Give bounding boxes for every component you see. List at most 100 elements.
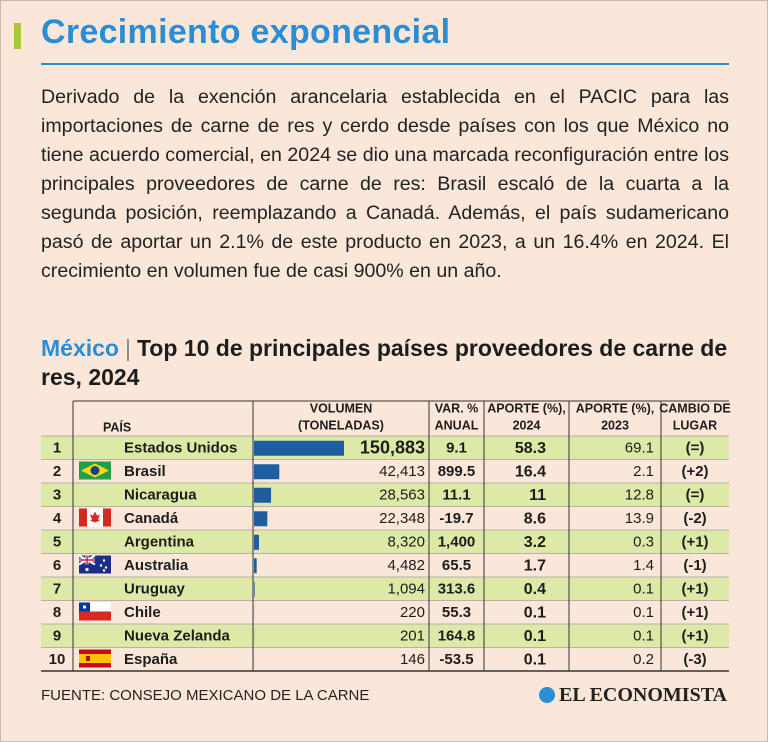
column-header: 2024 bbox=[513, 418, 541, 432]
share-2024: 11 bbox=[529, 487, 546, 504]
share-2024: 8.6 bbox=[524, 510, 546, 527]
rank: 9 bbox=[53, 628, 61, 645]
rank-change: (-2) bbox=[683, 510, 706, 527]
share-2023: 0.2 bbox=[633, 651, 654, 668]
subtitle-separator: | bbox=[124, 335, 131, 361]
rank: 5 bbox=[53, 534, 61, 551]
rank-change: (+1) bbox=[681, 534, 708, 551]
column-header: PAÍS bbox=[103, 419, 131, 434]
rank-change: (+1) bbox=[681, 581, 708, 598]
brand-icon bbox=[539, 687, 555, 703]
title: Crecimiento exponencial bbox=[41, 13, 451, 51]
share-2023: 0.3 bbox=[633, 534, 654, 551]
column-header: LUGAR bbox=[673, 418, 717, 432]
volume-bar bbox=[254, 511, 268, 527]
country: Nueva Zelanda bbox=[124, 628, 231, 645]
rank: 4 bbox=[53, 510, 62, 527]
volume-bar bbox=[254, 534, 259, 550]
share-2024: 0.1 bbox=[524, 651, 546, 668]
volume-bar bbox=[254, 440, 344, 456]
volume: 220 bbox=[400, 604, 425, 621]
subtitle-country: México bbox=[41, 335, 119, 361]
share-2024: 3.2 bbox=[524, 534, 546, 551]
row-band bbox=[41, 530, 729, 554]
volume: 22,348 bbox=[379, 510, 425, 527]
title-rule bbox=[41, 63, 729, 65]
annual-change: 164.8 bbox=[438, 628, 476, 645]
subtitle-text: Top 10 de principales países proveedores… bbox=[41, 335, 728, 390]
volume: 28,563 bbox=[379, 487, 425, 504]
column-header: 2023 bbox=[601, 418, 629, 432]
rank: 2 bbox=[53, 463, 61, 480]
annual-change: -53.5 bbox=[439, 651, 473, 668]
share-2023: 0.1 bbox=[633, 628, 654, 645]
flags bbox=[78, 461, 111, 668]
volume: 42,413 bbox=[379, 463, 425, 480]
country: Nicaragua bbox=[124, 487, 197, 504]
flag-australia bbox=[78, 554, 111, 574]
column-header: ANUAL bbox=[435, 418, 479, 432]
annual-change: 1,400 bbox=[438, 534, 476, 551]
share-2023: 1.4 bbox=[633, 557, 654, 574]
row-band bbox=[41, 577, 729, 601]
rank: 6 bbox=[53, 557, 61, 574]
volume: 150,883 bbox=[360, 438, 425, 458]
column-header: (TONELADAS) bbox=[298, 418, 384, 432]
brand: EL ECONOMISTA bbox=[539, 684, 727, 707]
rank-change: (-1) bbox=[683, 557, 706, 574]
volume-bar bbox=[254, 487, 272, 503]
rank-change: (=) bbox=[686, 440, 705, 457]
column-header: APORTE (%), bbox=[576, 401, 654, 415]
rank: 7 bbox=[53, 581, 61, 598]
column-header: CAMBIO DE bbox=[659, 401, 731, 415]
volume: 8,320 bbox=[387, 534, 425, 551]
country: Uruguay bbox=[124, 581, 186, 598]
share-2024: 16.4 bbox=[515, 463, 546, 480]
column-header: APORTE (%), bbox=[487, 401, 565, 415]
column-header: VOLUMEN bbox=[310, 401, 373, 415]
rank: 10 bbox=[49, 651, 66, 668]
rank-change: (+1) bbox=[681, 604, 708, 621]
share-2024: 58.3 bbox=[515, 440, 546, 457]
subtitle: México | Top 10 de principales países prov… bbox=[41, 334, 729, 392]
share-2023: 13.9 bbox=[625, 510, 654, 527]
volume: 201 bbox=[400, 628, 425, 645]
column-header: VAR. % bbox=[435, 401, 479, 415]
annual-change: 9.1 bbox=[446, 440, 467, 457]
volume: 146 bbox=[400, 651, 425, 668]
row-band bbox=[41, 436, 729, 460]
annual-change: 65.5 bbox=[442, 557, 471, 574]
annual-change: -19.7 bbox=[439, 510, 473, 527]
volume: 4,482 bbox=[387, 557, 425, 574]
flag-chile bbox=[79, 602, 111, 621]
flag-canada bbox=[79, 508, 111, 527]
country: España bbox=[124, 651, 178, 668]
share-2023: 2.1 bbox=[633, 463, 654, 480]
row-band bbox=[41, 624, 729, 648]
rank: 8 bbox=[53, 604, 61, 621]
brand-name: EL ECONOMISTA bbox=[559, 684, 727, 706]
flag-spain bbox=[79, 649, 111, 668]
rank: 3 bbox=[53, 487, 61, 504]
share-2024: 0.4 bbox=[524, 581, 546, 598]
volume-bar bbox=[254, 464, 280, 480]
share-2023: 69.1 bbox=[625, 440, 654, 457]
country: Australia bbox=[124, 557, 189, 574]
annual-change: 55.3 bbox=[442, 604, 471, 621]
share-2023: 0.1 bbox=[633, 604, 654, 621]
source: FUENTE: CONSEJO MEXICANO DE LA CARNE bbox=[41, 687, 370, 704]
share-2023: 12.8 bbox=[625, 487, 654, 504]
rank-change: (=) bbox=[686, 487, 705, 504]
share-2023: 0.1 bbox=[633, 581, 654, 598]
volume: 1,094 bbox=[387, 581, 425, 598]
accent-bar bbox=[14, 23, 21, 49]
rank-change: (+1) bbox=[681, 628, 708, 645]
country: Estados Unidos bbox=[124, 440, 237, 457]
country: Brasil bbox=[124, 463, 166, 480]
rank: 1 bbox=[53, 440, 61, 457]
annual-change: 11.1 bbox=[442, 487, 470, 504]
row-band bbox=[41, 483, 729, 507]
share-2024: 0.1 bbox=[524, 628, 546, 645]
